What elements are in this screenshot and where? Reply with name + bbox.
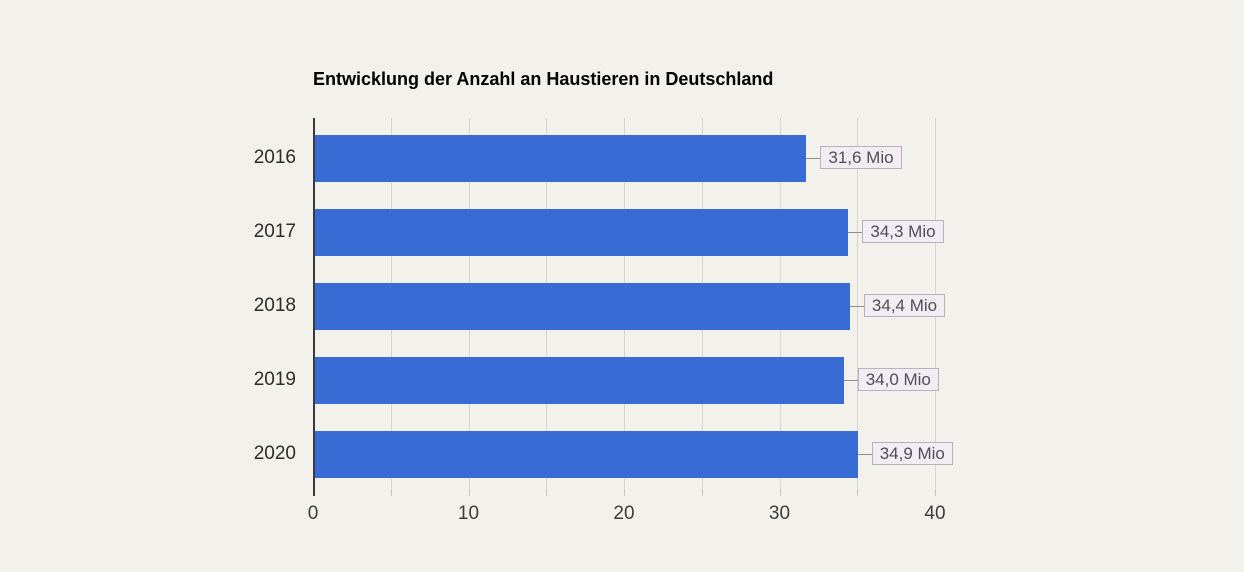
category-label: 2020 (253, 443, 296, 464)
bar[interactable] (315, 356, 844, 404)
bar[interactable] (315, 134, 807, 182)
x-axis-tick (779, 490, 781, 496)
bar-value-label: 34,3 Mio (862, 220, 944, 243)
x-axis-tick (935, 490, 936, 496)
bar[interactable] (315, 282, 850, 330)
x-axis-tick (857, 490, 859, 496)
category-label: 2017 (253, 221, 296, 242)
bar-value-label: 34,0 Mio (857, 368, 939, 391)
annotation-leader-line (857, 454, 872, 455)
chart-title: Entwicklung der Anzahl an Haustieren in … (313, 69, 774, 89)
annotation-leader-line (806, 158, 821, 159)
x-axis-tick (546, 490, 548, 496)
x-tick-label: 30 (768, 503, 791, 524)
x-tick-label: 10 (457, 503, 480, 524)
bar-value-label: 31,6 Mio (820, 146, 902, 169)
x-axis-tick (390, 490, 392, 496)
x-axis-tick (468, 490, 470, 496)
x-tick-label: 40 (924, 503, 946, 524)
x-tick-label: 20 (613, 503, 635, 524)
bar-value-label: 34,4 Mio (863, 294, 946, 317)
annotation-leader-line (848, 232, 863, 233)
y-axis-baseline (313, 118, 315, 496)
annotation-leader-line (843, 380, 858, 381)
x-axis-tick (701, 490, 703, 496)
category-label: 2018 (253, 295, 296, 316)
bar-value-label: 34,9 Mio (871, 442, 953, 465)
category-label: 2019 (253, 369, 296, 390)
bar[interactable] (315, 208, 849, 256)
x-axis-tick (624, 490, 625, 496)
bar[interactable] (315, 430, 858, 478)
x-tick-label: 0 (307, 503, 319, 524)
annotation-leader-line (849, 306, 864, 307)
gridline (857, 118, 859, 490)
category-label: 2016 (253, 147, 296, 168)
